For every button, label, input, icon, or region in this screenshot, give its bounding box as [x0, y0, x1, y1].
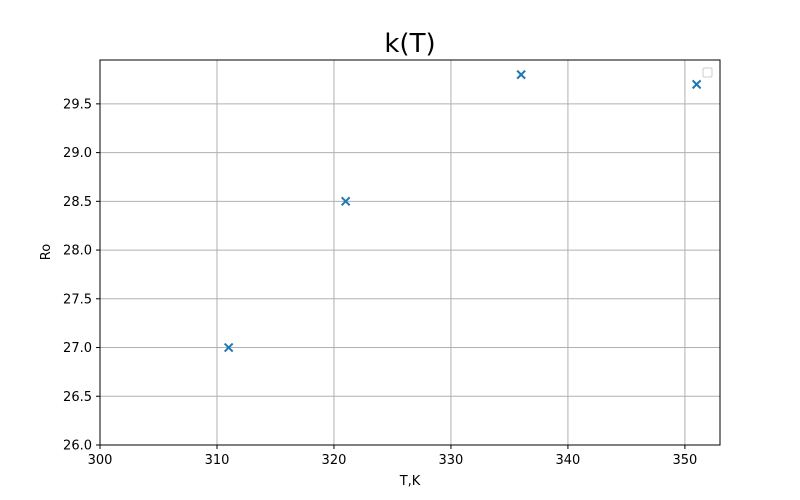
- y-tick-label: 26.0: [63, 439, 92, 454]
- legend-box: [702, 67, 713, 78]
- chart-title: k(T): [384, 29, 435, 59]
- y-tick-label: 28.0: [63, 244, 92, 259]
- x-tick-label: 310: [205, 453, 230, 468]
- y-tick-label: 29.5: [63, 97, 92, 112]
- y-tick-label: 27.0: [63, 341, 92, 356]
- x-tick-label: 350: [672, 453, 697, 468]
- ticks: 300 310 320 330 340 350 26.0 26.5 27.0 27.5 28.0 28…: [63, 97, 697, 468]
- data-point: [516, 69, 526, 80]
- x-tick-label: 300: [88, 453, 113, 468]
- x-tick-label: 340: [556, 453, 581, 468]
- x-tick-label: 330: [439, 453, 464, 468]
- x-tick-label: 320: [322, 453, 347, 468]
- grid: [99, 60, 720, 446]
- plot-frame: [99, 59, 721, 446]
- y-tick-label: 28.5: [63, 195, 92, 210]
- data-point: [691, 79, 702, 90]
- y-axis-label: Ro: [39, 244, 54, 260]
- data-point: [223, 342, 234, 353]
- data-point: [340, 196, 351, 207]
- x-axis-label: T,K: [399, 474, 421, 489]
- y-tick-label: 26.5: [63, 390, 92, 405]
- data-points: [223, 69, 702, 353]
- y-tick-label: 29.0: [63, 146, 92, 161]
- y-tick-label: 27.5: [63, 292, 92, 307]
